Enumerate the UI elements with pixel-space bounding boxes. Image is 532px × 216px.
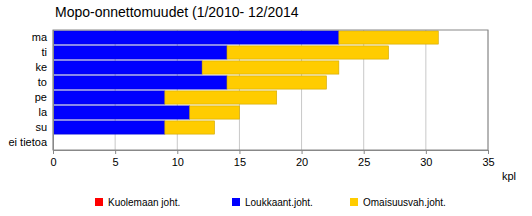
tick-mark xyxy=(302,150,303,154)
tick-label: 35 xyxy=(482,156,494,168)
tick-label: 20 xyxy=(296,156,308,168)
chart: Mopo-onnettomuudet (1/2010- 12/2014 0 5 10 1… xyxy=(0,0,532,216)
tick: 25 xyxy=(358,150,370,168)
tick: la xyxy=(38,106,53,118)
series xyxy=(165,31,438,134)
tick-mark xyxy=(53,150,54,154)
legend: Kuolemaan joht. Loukkaant.joht. Omaisuusva… xyxy=(95,197,446,208)
bar xyxy=(202,61,339,74)
tick: 35 xyxy=(482,150,494,168)
axis-title: kpl xyxy=(502,170,516,182)
tick: 0 xyxy=(50,150,56,168)
tick-label: pe xyxy=(35,91,47,103)
tick-mark xyxy=(115,150,116,154)
tick-label: 0 xyxy=(50,156,56,168)
bar xyxy=(53,91,165,104)
bar xyxy=(339,31,438,44)
bar xyxy=(190,106,240,119)
legend-label: Kuolemaan joht. xyxy=(108,197,180,208)
tick: ti xyxy=(42,46,54,58)
tick-label: 10 xyxy=(172,156,184,168)
tick-label: ti xyxy=(42,46,48,58)
legend-label: Loukkaant.joht. xyxy=(245,197,313,208)
tick: ei tietoa xyxy=(8,136,53,148)
legend-swatch xyxy=(95,198,103,206)
tick: 10 xyxy=(172,150,184,168)
axis-line xyxy=(54,151,489,155)
title: Mopo-onnettomuudet (1/2010- 12/2014 xyxy=(55,4,299,20)
y-axis: ma ti ke to pe la su ei tietoa xyxy=(8,31,53,151)
tick: 5 xyxy=(113,150,119,168)
bar xyxy=(53,76,227,89)
legend-swatch xyxy=(350,198,358,206)
tick: ma xyxy=(32,31,53,43)
tick-label: 15 xyxy=(234,156,246,168)
bar xyxy=(53,106,190,119)
bar xyxy=(53,46,227,59)
tick-mark xyxy=(239,150,240,154)
grid-line xyxy=(425,30,426,150)
bar xyxy=(53,61,202,74)
legend-label: Omaisuusvah.joht. xyxy=(363,197,446,208)
tick: 15 xyxy=(234,150,246,168)
bar xyxy=(165,121,215,134)
bar xyxy=(53,31,339,44)
tick: 30 xyxy=(420,150,432,168)
bar xyxy=(53,121,165,134)
bars xyxy=(53,31,438,134)
tick-label: ma xyxy=(32,31,48,43)
x-axis: 0 5 10 15 20 25 30 35 xyxy=(50,150,494,168)
tick-label: ke xyxy=(35,61,47,73)
tick: to xyxy=(38,76,53,88)
grid xyxy=(53,30,488,150)
tick-label: 5 xyxy=(113,156,119,168)
bar xyxy=(165,91,277,104)
tick-mark xyxy=(426,150,427,154)
tick-mark xyxy=(364,150,365,154)
tick-label: ei tietoa xyxy=(8,136,47,148)
tick-mark xyxy=(177,150,178,154)
bar xyxy=(227,76,326,89)
tick-label: su xyxy=(35,121,47,133)
tick-label: la xyxy=(38,106,47,118)
tick: pe xyxy=(35,91,53,103)
tick-label: 25 xyxy=(358,156,370,168)
tick: ke xyxy=(35,61,53,73)
tick: 20 xyxy=(296,150,308,168)
tick-label: 30 xyxy=(420,156,432,168)
tick-label: to xyxy=(38,76,47,88)
bar xyxy=(227,46,389,59)
tick: su xyxy=(35,121,53,133)
tick-mark xyxy=(488,150,489,154)
legend-swatch xyxy=(232,198,240,206)
axis-line xyxy=(53,31,54,151)
plot-frame xyxy=(53,30,488,150)
